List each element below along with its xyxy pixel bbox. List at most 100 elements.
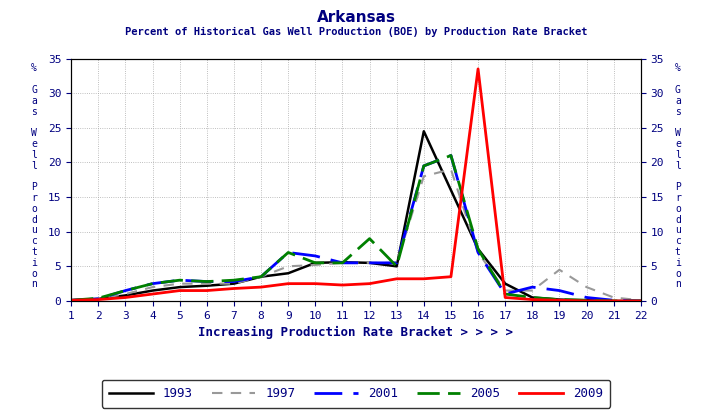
1997: [338, 260, 347, 265]
2009: [338, 283, 347, 288]
2001: [338, 260, 347, 265]
2009: [94, 297, 103, 302]
1997: [230, 281, 239, 286]
1993: [365, 260, 374, 265]
1993: [311, 260, 320, 265]
1993: [582, 298, 591, 303]
1997: [501, 288, 510, 293]
1993: [555, 297, 564, 302]
1993: [609, 298, 618, 303]
2001: [284, 250, 293, 255]
1997: [609, 295, 618, 300]
2005: [67, 298, 75, 303]
2009: [555, 298, 564, 303]
Line: 1993: 1993: [71, 131, 641, 301]
2001: [637, 298, 645, 303]
Text: %
 
G
a
s
 
W
e
l
l
 
P
r
o
d
u
c
t
i
o
n: % G a s W e l l P r o d u c t i o n: [31, 64, 37, 289]
1997: [446, 167, 455, 172]
2001: [121, 288, 130, 293]
2005: [175, 278, 184, 283]
2009: [148, 291, 157, 296]
2005: [338, 260, 347, 265]
2005: [94, 296, 103, 301]
1997: [202, 281, 211, 286]
Line: 2005: 2005: [71, 155, 641, 301]
1993: [94, 296, 103, 301]
2001: [501, 291, 510, 296]
2009: [257, 285, 266, 290]
1993: [501, 281, 510, 286]
2001: [555, 288, 564, 293]
1997: [582, 285, 591, 290]
1993: [419, 129, 428, 134]
1993: [257, 274, 266, 279]
Text: Percent of Historical Gas Well Production (BOE) by Production Rate Bracket: Percent of Historical Gas Well Productio…: [125, 27, 587, 37]
2005: [582, 298, 591, 303]
2009: [202, 288, 211, 293]
2009: [501, 295, 510, 300]
1997: [528, 288, 537, 293]
1993: [637, 298, 645, 303]
Text: Arkansas: Arkansas: [317, 10, 395, 25]
2001: [365, 260, 374, 265]
1997: [175, 281, 184, 286]
1993: [284, 271, 293, 276]
2001: [257, 274, 266, 279]
1997: [473, 250, 482, 255]
2005: [609, 298, 618, 303]
2001: [175, 278, 184, 283]
2009: [284, 281, 293, 286]
2001: [473, 250, 482, 255]
1997: [311, 263, 320, 268]
1993: [338, 260, 347, 265]
Line: 2009: 2009: [71, 69, 641, 301]
2005: [637, 298, 645, 303]
1997: [121, 291, 130, 296]
1997: [148, 285, 157, 290]
Line: 2001: 2001: [71, 155, 641, 301]
1993: [230, 281, 239, 286]
1997: [392, 260, 401, 265]
2009: [637, 298, 645, 303]
2005: [311, 260, 320, 265]
1997: [365, 260, 374, 265]
2005: [148, 281, 157, 286]
2005: [230, 278, 239, 283]
2009: [365, 281, 374, 286]
2001: [230, 279, 239, 284]
2005: [284, 250, 293, 255]
2005: [446, 153, 455, 158]
2009: [175, 288, 184, 293]
1993: [121, 293, 130, 298]
2005: [555, 297, 564, 302]
1993: [528, 295, 537, 300]
2005: [121, 288, 130, 293]
1997: [637, 298, 645, 303]
2001: [528, 285, 537, 290]
2001: [148, 281, 157, 286]
Line: 1997: 1997: [71, 169, 641, 300]
1993: [473, 247, 482, 252]
1997: [284, 264, 293, 269]
2005: [501, 291, 510, 296]
2009: [419, 276, 428, 281]
2001: [609, 298, 618, 303]
1993: [392, 264, 401, 269]
1997: [257, 274, 266, 279]
2005: [257, 274, 266, 279]
Text: %
 
G
a
s
 
W
e
l
l
 
P
r
o
d
u
c
t
i
o
n: % G a s W e l l P r o d u c t i o n: [675, 64, 681, 289]
2001: [392, 260, 401, 265]
1993: [202, 283, 211, 288]
1997: [67, 298, 75, 303]
2005: [202, 279, 211, 284]
2001: [311, 253, 320, 258]
2001: [582, 295, 591, 300]
1997: [555, 267, 564, 272]
2009: [473, 66, 482, 71]
2001: [446, 153, 455, 158]
1997: [419, 174, 428, 179]
2005: [365, 236, 374, 241]
1993: [148, 288, 157, 293]
2009: [528, 297, 537, 302]
1997: [94, 296, 103, 301]
